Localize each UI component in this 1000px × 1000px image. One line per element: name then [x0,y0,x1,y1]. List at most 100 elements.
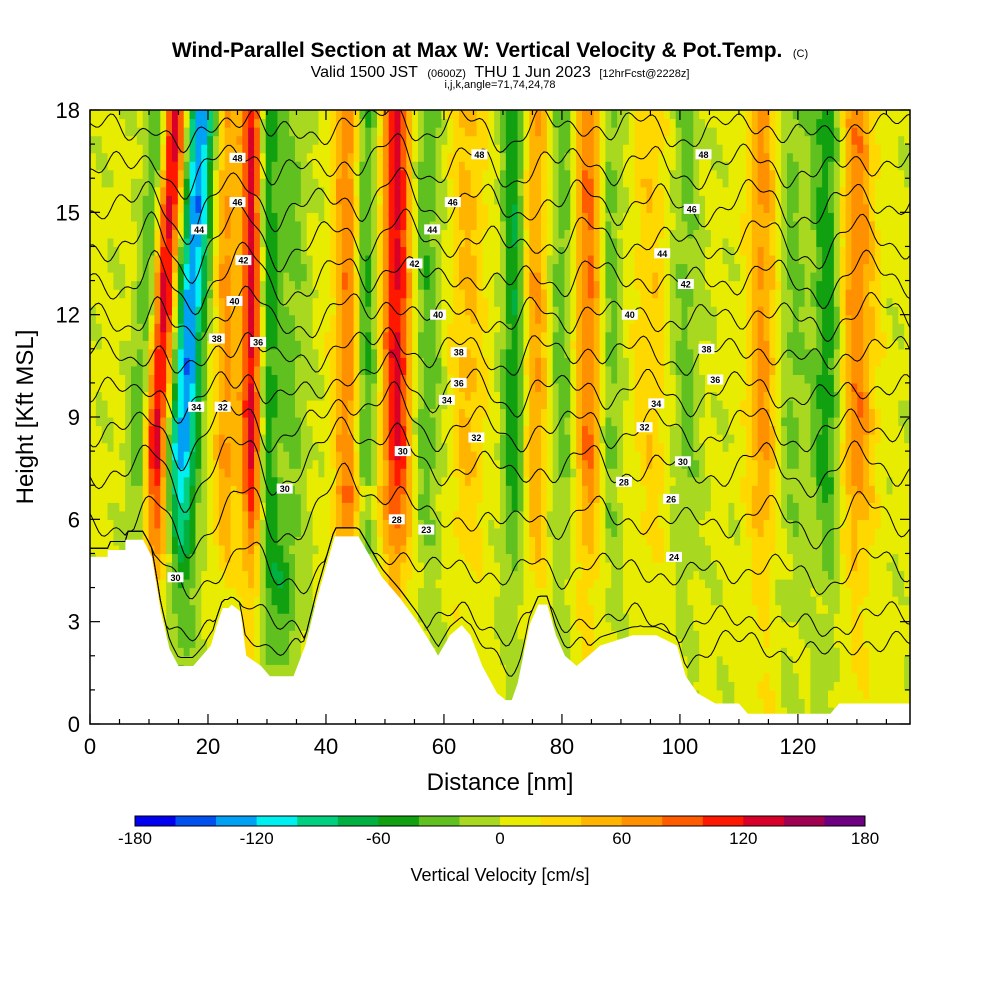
w-cell [101,459,109,469]
w-cell [101,485,109,495]
w-cell [804,630,812,640]
w-cell [464,621,472,631]
w-cell [687,672,694,682]
w-cell [464,604,472,614]
w-cell [839,442,847,452]
w-cell [113,502,120,512]
w-cell [341,519,349,529]
w-cell [388,417,396,427]
w-cell [511,502,519,512]
w-cell [898,638,905,648]
w-cell [207,527,214,537]
w-cell [593,561,601,572]
w-cell [746,510,753,520]
w-cell [218,485,226,495]
w-cell [798,621,806,631]
w-cell [131,451,138,461]
w-cell [464,434,472,444]
w-cell [564,434,571,444]
w-cell [669,485,677,495]
w-cell [377,451,384,461]
w-cell [857,459,864,469]
w-cell [500,689,507,700]
w-cell [623,442,630,452]
w-cell [500,681,507,691]
w-cell [400,476,407,486]
w-cell [775,502,782,512]
w-cell [365,476,372,486]
w-cell [347,502,355,512]
w-cell [207,544,214,555]
w-cell [658,579,665,589]
w-cell [804,655,812,665]
w-cell [324,502,331,512]
w-cell [781,698,788,708]
w-cell [107,519,115,529]
w-cell [189,621,197,631]
w-cell [775,553,782,563]
w-cell [845,681,853,691]
w-cell [459,442,466,452]
w-cell [189,459,197,469]
w-cell [277,647,284,657]
w-cell [541,596,548,606]
w-cell [295,561,302,572]
w-cell [306,604,314,614]
w-cell [892,493,899,503]
w-cell [605,596,612,606]
w-cell [570,553,577,563]
w-cell [822,493,829,503]
w-cell [787,613,794,623]
w-cell [751,536,759,546]
w-cell [183,442,191,452]
w-cell [277,510,284,520]
w-cell [476,468,484,478]
w-cell [617,510,624,520]
w-cell [482,604,489,614]
w-cell [330,425,337,435]
w-cell [289,621,296,631]
w-cell [242,519,249,529]
w-cell [716,468,724,478]
w-cell [236,510,243,520]
w-cell [400,553,407,563]
w-cell [757,638,765,648]
w-cell [798,425,806,435]
w-cell [183,561,191,572]
w-cell [488,621,495,631]
w-cell [195,519,202,529]
w-cell [751,468,759,478]
w-cell [259,587,267,597]
w-cell [517,621,525,631]
w-cell [828,681,835,691]
w-cell [792,621,800,631]
w-cell [775,519,782,529]
w-cell [623,527,630,537]
w-cell [259,485,267,495]
w-cell [418,468,425,478]
w-cell [722,451,730,461]
w-cell [898,587,905,597]
w-cell [851,664,858,674]
w-cell [605,536,612,546]
w-cell [195,587,202,597]
w-cell [716,587,724,597]
w-cell [757,519,765,529]
w-cell [265,621,273,631]
w-cell [435,485,443,495]
w-cell [336,459,343,469]
w-cell [576,459,583,469]
w-cell [693,485,700,495]
w-cell [95,451,103,461]
w-cell [242,570,249,580]
w-cell [693,510,700,520]
w-cell [488,647,495,657]
w-cell [792,596,800,606]
w-cell [453,621,460,631]
w-cell [576,587,583,597]
w-cell [552,536,560,546]
w-cell [289,638,296,648]
w-cell [259,434,267,444]
w-cell [734,638,741,648]
w-cell [769,493,776,503]
